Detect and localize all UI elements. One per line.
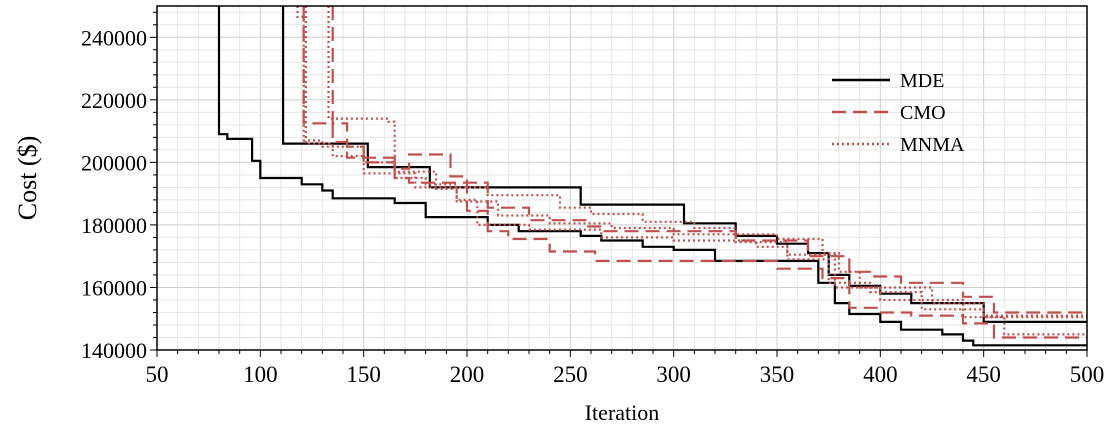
series-lines (217, 6, 1087, 347)
y-axis-label: Cost ($) (13, 136, 42, 221)
x-axis-label: Iteration (585, 400, 660, 425)
y-tick-label: 180000 (81, 213, 147, 238)
series-line-cmo (302, 6, 1087, 314)
series-line-mnma (296, 6, 1087, 319)
y-tick-label: 200000 (81, 150, 147, 175)
x-tick-label: 300 (656, 362, 691, 387)
legend-label-mde: MDE (900, 70, 944, 92)
x-tick-label: 150 (346, 362, 381, 387)
y-tick-label: 220000 (81, 88, 147, 113)
x-tick-label: 50 (146, 362, 169, 387)
x-tick-label: 500 (1070, 362, 1105, 387)
series-line-cmo (331, 6, 1087, 339)
series-line-mde (217, 6, 1087, 347)
x-tick-label: 400 (863, 362, 898, 387)
y-tick-label: 160000 (81, 275, 147, 300)
x-tick-label: 100 (243, 362, 278, 387)
x-tick-label: 350 (760, 362, 795, 387)
legend-label-mnma: MNMA (900, 134, 965, 156)
legend: MDE CMO MNMA (832, 70, 965, 156)
x-tick-label: 200 (450, 362, 485, 387)
series-line-mde (282, 6, 1087, 323)
series-line-mnma (327, 6, 1087, 317)
series-line-mnma (304, 6, 1087, 336)
x-tick-label: 250 (553, 362, 588, 387)
y-tick-label: 240000 (81, 25, 147, 50)
plot-area-frame (156, 5, 1088, 351)
legend-label-cmo: CMO (900, 102, 946, 124)
axes: 50 100 150 200 250 300 350 400 450 500 140000 16000… (81, 11, 1105, 387)
y-tick-label: 140000 (81, 338, 147, 363)
x-tick-label: 450 (966, 362, 1001, 387)
